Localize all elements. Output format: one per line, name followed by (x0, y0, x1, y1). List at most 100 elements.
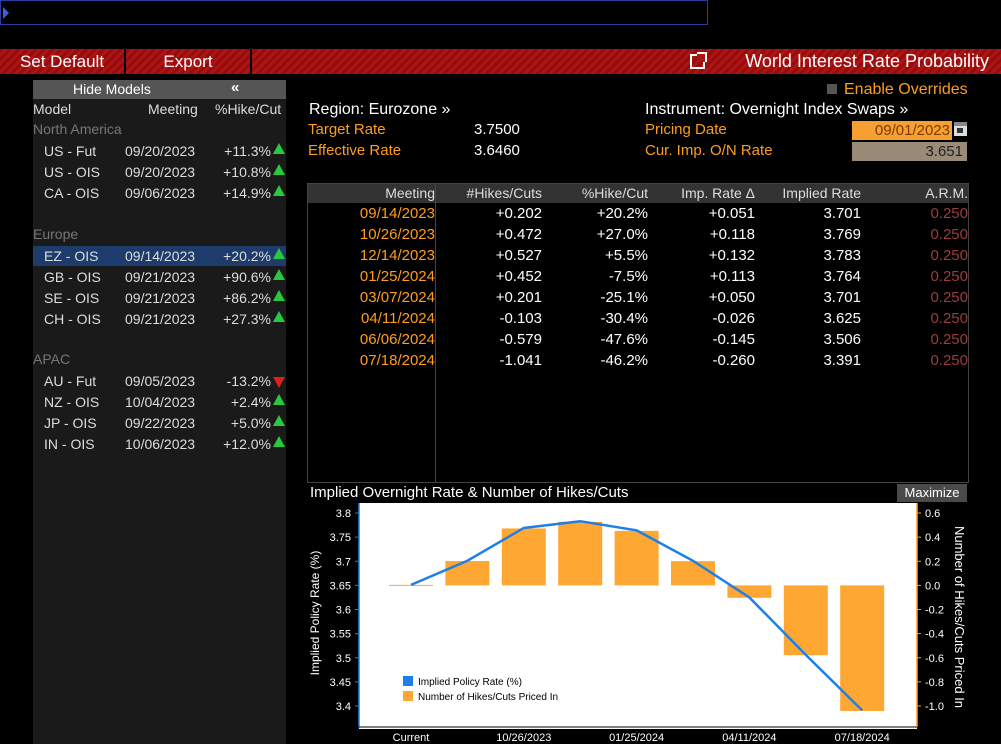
model-row[interactable]: CH - OIS 09/21/2023 +27.3% (33, 309, 286, 329)
calendar-icon[interactable] (954, 122, 967, 136)
enable-overrides-label[interactable]: Enable Overrides (844, 81, 968, 98)
model-row[interactable]: US - Fut 09/20/2023 +11.3% (33, 141, 286, 161)
table-row[interactable]: 10/26/2023 +0.472 +27.0% +0.118 3.769 0.250 (308, 224, 968, 245)
column-header-meeting[interactable]: Meeting (148, 101, 198, 117)
column-header[interactable]: %Hike/Cut (581, 185, 648, 201)
models-panel: Hide Models « Model Meeting %Hike/Cut No… (33, 79, 286, 744)
right-tick-label: 0.4 (925, 532, 940, 544)
table-row[interactable]: 01/25/2024 +0.452 -7.5% +0.113 3.764 0.250 (308, 266, 968, 287)
model-row[interactable]: US - OIS 09/20/2023 +10.8% (33, 162, 286, 182)
model-meeting-date: 09/22/2023 (125, 415, 196, 431)
left-tick-label: 3.4 (336, 701, 351, 713)
table-cell: -46.2% (600, 352, 648, 369)
up-arrow-icon (273, 185, 285, 196)
model-meeting-date: 09/14/2023 (125, 248, 196, 264)
right-tick-label: -0.4 (925, 629, 944, 641)
enable-overrides-checkbox[interactable] (827, 84, 837, 94)
table-row[interactable]: 03/07/2024 +0.201 -25.1% +0.050 3.701 0.250 (308, 287, 968, 308)
up-arrow-icon (273, 143, 285, 154)
table-cell: 0.250 (930, 205, 968, 222)
table-row[interactable]: 09/14/2023 +0.202 +20.2% +0.051 3.701 0.250 (308, 203, 968, 224)
table-cell: 10/26/2023 (359, 226, 435, 243)
model-pct: +12.0% (223, 436, 271, 452)
model-name: CH - OIS (44, 311, 101, 327)
chart-title: Implied Overnight Rate & Number of Hikes… (310, 484, 629, 501)
column-header[interactable]: A.R.M. (925, 185, 968, 201)
table-cell: 07/18/2024 (359, 352, 435, 369)
column-header-model[interactable]: Model (33, 101, 72, 117)
instrument-selector[interactable]: Instrument: Overnight Index Swaps » (645, 101, 909, 118)
table-cell: 3.391 (823, 352, 861, 369)
left-tick-label: 3.6 (336, 605, 351, 617)
table-cell: 0.250 (930, 247, 968, 264)
group-label: APAC (33, 351, 71, 367)
up-arrow-icon (273, 311, 285, 322)
column-header[interactable]: Implied Rate (782, 185, 861, 201)
model-meeting-date: 09/06/2023 (125, 185, 196, 201)
table-cell: -1.041 (499, 352, 542, 369)
model-row[interactable]: SE - OIS 09/21/2023 +86.2% (33, 288, 286, 308)
table-cell: +0.527 (495, 247, 542, 264)
region-selector[interactable]: Region: Eurozone » (309, 101, 451, 118)
model-row[interactable]: IN - OIS 10/06/2023 +12.0% (33, 434, 286, 454)
model-row[interactable]: GB - OIS 09/21/2023 +90.6% (33, 267, 286, 287)
target-rate-label: Target Rate (308, 121, 386, 138)
model-meeting-date: 09/21/2023 (125, 311, 196, 327)
model-name: NZ - OIS (44, 394, 100, 410)
column-header[interactable]: #Hikes/Cuts (466, 185, 542, 201)
model-name: AU - Fut (44, 373, 97, 389)
table-cell: -30.4% (600, 310, 648, 327)
table-cell: +0.118 (709, 226, 755, 243)
table-cell: 3.701 (823, 205, 861, 222)
table-cell: 3.506 (823, 331, 861, 348)
column-header-pct[interactable]: %Hike/Cut (215, 101, 282, 117)
up-arrow-icon (273, 394, 285, 405)
hide-models-button[interactable]: Hide Models « (33, 79, 286, 99)
table-cell: 3.764 (823, 268, 861, 285)
model-name: EZ - OIS (44, 248, 99, 264)
collapse-chevron-icon[interactable]: « (231, 79, 240, 96)
set-default-button[interactable]: Set Default (19, 52, 105, 71)
on-rate-field[interactable]: 3.651 (852, 142, 967, 161)
table-row[interactable]: 06/06/2024 -0.579 -47.6% -0.145 3.506 0.250 (308, 329, 968, 350)
command-line-input[interactable] (0, 0, 708, 25)
x-tick-label: 04/11/2024 (722, 732, 776, 744)
export-button[interactable]: Export (163, 52, 213, 71)
column-header[interactable]: Meeting (385, 185, 435, 201)
table-cell: 03/07/2024 (359, 289, 435, 306)
table-row[interactable]: 04/11/2024 -0.103 -30.4% -0.026 3.625 0.250 (308, 308, 968, 329)
model-row[interactable]: JP - OIS 09/22/2023 +5.0% (33, 413, 286, 433)
table-cell: -25.1% (600, 289, 648, 306)
column-divider (435, 184, 436, 482)
bar (840, 585, 885, 711)
column-header[interactable]: Imp. Rate Δ (681, 185, 755, 201)
table-cell: 09/14/2023 (359, 205, 435, 222)
table-cell: -0.260 (712, 352, 755, 369)
left-tick-label: 3.8 (336, 508, 351, 520)
model-name: US - Fut (44, 143, 97, 159)
left-tick-label: 3.5 (336, 653, 351, 665)
effective-rate-value: 3.6460 (474, 142, 520, 159)
legend-label: Number of Hikes/Cuts Priced In (418, 692, 558, 703)
table-cell: +0.472 (495, 226, 542, 243)
model-meeting-date: 09/21/2023 (125, 290, 196, 306)
model-meeting-date: 10/06/2023 (125, 436, 196, 452)
table-cell: 3.701 (823, 289, 861, 306)
maximize-button[interactable]: Maximize (897, 484, 967, 502)
model-row[interactable]: EZ - OIS 09/14/2023 +20.2% (33, 246, 286, 266)
table-row[interactable]: 07/18/2024 -1.041 -46.2% -0.260 3.391 0.250 (308, 350, 968, 371)
model-row[interactable]: CA - OIS 09/06/2023 +14.9% (33, 183, 286, 203)
table-cell: -7.5% (608, 268, 648, 285)
table-cell: +5.5% (605, 247, 648, 264)
external-link-icon[interactable] (690, 52, 707, 69)
table-header: Meeting #Hikes/Cuts %Hike/Cut Imp. Rate Δ Im… (308, 184, 968, 203)
table-cell: -0.579 (499, 331, 542, 348)
model-pct: +27.3% (223, 311, 271, 327)
up-arrow-icon (273, 164, 285, 175)
table-row[interactable]: 12/14/2023 +0.527 +5.5% +0.132 3.783 0.250 (308, 245, 968, 266)
left-tick-label: 3.45 (330, 677, 351, 689)
model-row[interactable]: NZ - OIS 10/04/2023 +2.4% (33, 392, 286, 412)
pricing-date-field[interactable]: 09/01/2023 (852, 121, 952, 140)
model-name: US - OIS (44, 164, 101, 180)
model-row[interactable]: AU - Fut 09/05/2023 -13.2% (33, 371, 286, 391)
